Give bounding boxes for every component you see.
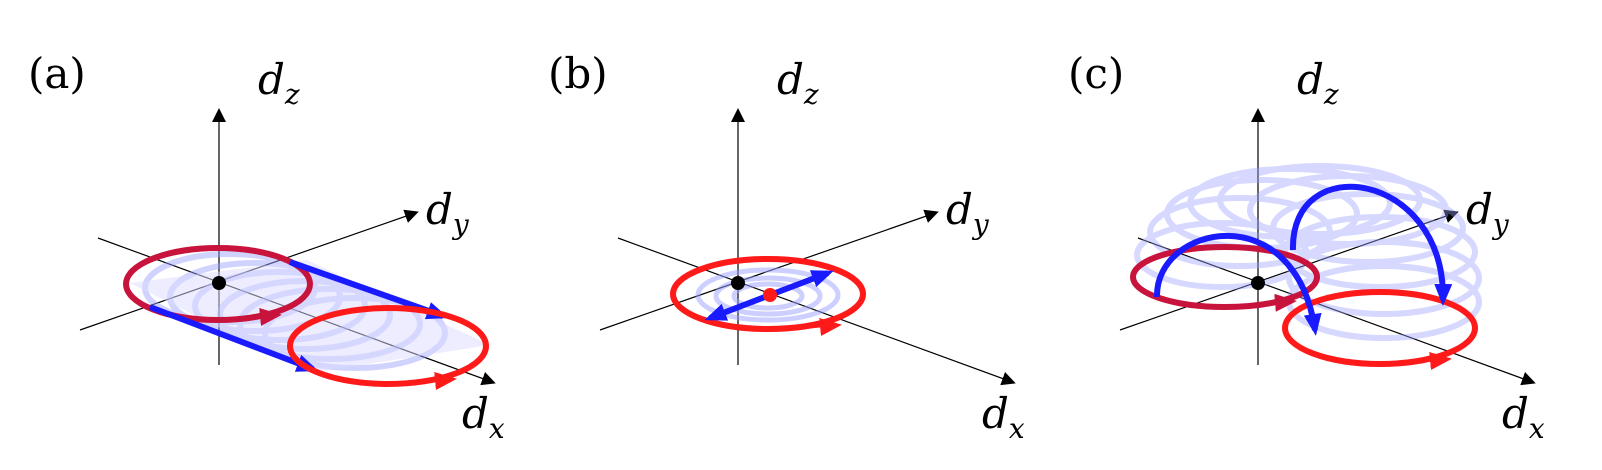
arc-arrow-left (1153, 233, 1322, 336)
shrink-arrow-out (768, 270, 834, 298)
panel-b-ghost-loops (695, 267, 841, 323)
dz-label: dz (777, 55, 819, 111)
dy-axis (1119, 209, 1459, 331)
panel-b-axes (599, 108, 1016, 386)
translation-arrow-bottom (148, 304, 319, 372)
arc-arrow-right (1289, 183, 1453, 306)
final-loop-arrow (404, 372, 457, 390)
initial-loop (1130, 244, 1320, 310)
dy-label: dy (946, 185, 990, 241)
center-dot (763, 288, 777, 302)
shrink-arrow-in (704, 292, 772, 321)
panel-c-ghost-loops (1134, 163, 1482, 341)
initial-loop-arrow (1247, 293, 1297, 312)
final-loop (287, 305, 489, 387)
loop (670, 256, 866, 332)
dx-label: dx (982, 389, 1025, 445)
panel-c-label: (c) (1068, 49, 1124, 98)
dx-label: dx (462, 389, 505, 445)
final-loop (1282, 289, 1478, 367)
dx-label: dx (1502, 389, 1545, 445)
panel-b: (b) dz dy dx (548, 49, 1025, 445)
panel-c-axes (1119, 108, 1536, 386)
dy-label: dy (1466, 185, 1510, 241)
dy-label: dy (426, 185, 470, 241)
final-loop-arrow (1399, 352, 1452, 370)
dx-axis (617, 237, 1016, 386)
dz-label: dz (1297, 55, 1339, 111)
dz-label: dz (258, 55, 300, 111)
panel-a-label: (a) (28, 49, 86, 98)
dx-axis (1137, 237, 1536, 386)
panel-b-label: (b) (548, 49, 608, 98)
loop-arrow (789, 318, 842, 336)
initial-loop-arrow (229, 308, 282, 326)
origin-dot (212, 276, 226, 290)
origin-dot (1251, 276, 1265, 290)
initial-loop (123, 245, 313, 323)
panel-c: (c) dz dy dx (1068, 49, 1545, 445)
panel-a: (a) dz dy dx (28, 49, 505, 445)
origin-dot (731, 276, 745, 290)
